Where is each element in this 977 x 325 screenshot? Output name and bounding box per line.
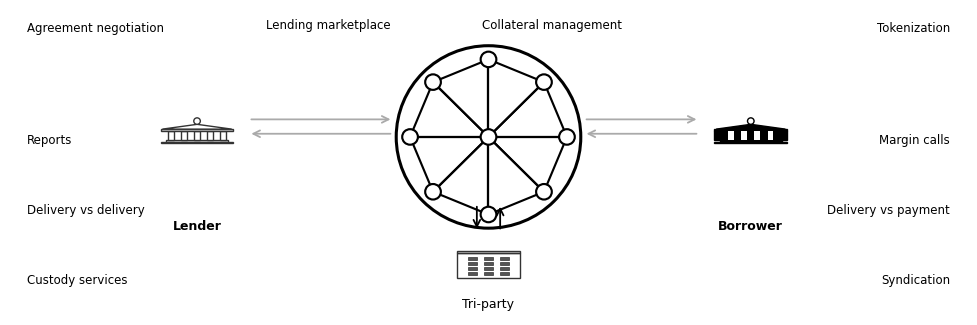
Ellipse shape [425, 184, 441, 200]
Bar [168, 131, 174, 140]
Text: Tri-party: Tri-party [462, 298, 515, 311]
Text: Lender: Lender [173, 220, 222, 233]
Ellipse shape [481, 207, 496, 222]
Bar [160, 142, 234, 143]
Text: Collateral management: Collateral management [482, 19, 621, 32]
Bar [720, 140, 782, 142]
Ellipse shape [481, 52, 496, 67]
Text: Delivery vs payment: Delivery vs payment [828, 204, 950, 217]
Bar [754, 131, 760, 140]
Ellipse shape [193, 118, 200, 124]
Bar [484, 262, 493, 265]
Text: Tokenization: Tokenization [876, 22, 950, 35]
Bar [484, 272, 493, 275]
Bar [457, 254, 520, 278]
Bar [194, 131, 200, 140]
Bar [768, 131, 774, 140]
Ellipse shape [397, 46, 580, 228]
Bar [500, 267, 509, 270]
Text: Reports: Reports [27, 134, 72, 147]
Bar [714, 129, 787, 131]
Ellipse shape [536, 74, 552, 90]
Bar [207, 131, 213, 140]
Text: Syndication: Syndication [881, 274, 950, 287]
Bar [160, 129, 234, 131]
Bar [166, 140, 228, 142]
Polygon shape [162, 124, 232, 129]
Bar [468, 257, 477, 260]
Bar [468, 267, 477, 270]
Text: Delivery vs delivery: Delivery vs delivery [27, 204, 145, 217]
Bar [500, 257, 509, 260]
Bar [468, 272, 477, 275]
Bar [500, 272, 509, 275]
Bar [484, 267, 493, 270]
Bar [221, 131, 227, 140]
Bar [714, 131, 787, 140]
Ellipse shape [425, 74, 441, 90]
Bar [457, 251, 520, 254]
Bar [484, 257, 493, 260]
Ellipse shape [559, 129, 574, 145]
Bar [181, 131, 187, 140]
Text: Custody services: Custody services [27, 274, 128, 287]
Bar [728, 131, 734, 140]
Ellipse shape [481, 129, 496, 145]
Bar [714, 142, 787, 143]
Ellipse shape [747, 118, 754, 124]
Ellipse shape [403, 129, 418, 145]
Bar [468, 262, 477, 265]
Bar [742, 131, 747, 140]
Text: Lending marketplace: Lending marketplace [266, 19, 391, 32]
Bar [500, 262, 509, 265]
Text: Margin calls: Margin calls [879, 134, 950, 147]
Text: Borrower: Borrower [718, 220, 784, 233]
Text: Agreement negotiation: Agreement negotiation [27, 22, 164, 35]
Polygon shape [716, 124, 786, 129]
Ellipse shape [536, 184, 552, 200]
